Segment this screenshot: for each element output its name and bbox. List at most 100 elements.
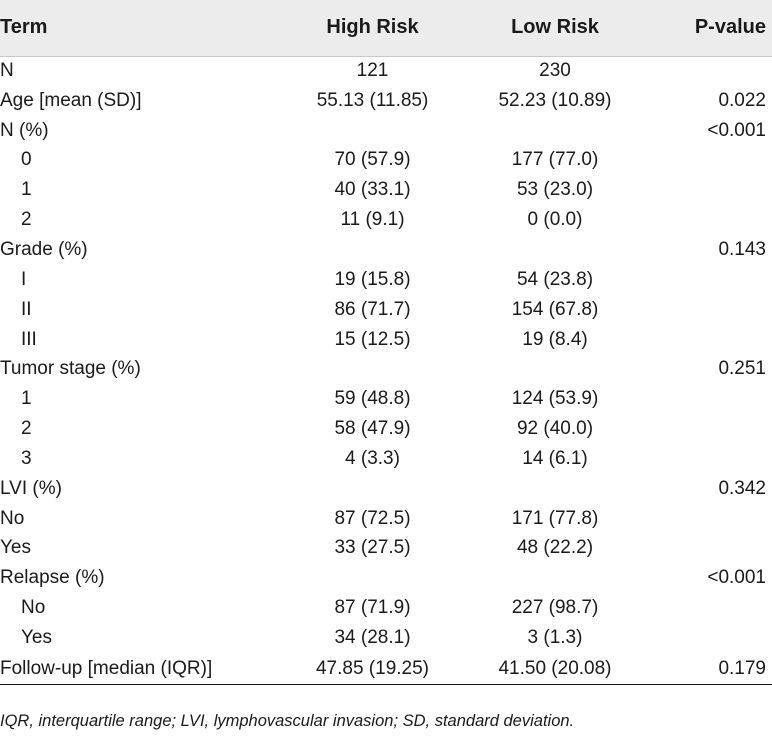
header-p-value: P-value (655, 0, 772, 57)
table-row: LVI (%) 0.342 (0, 474, 772, 504)
row-p-value (655, 56, 772, 86)
row-term: I (21, 268, 27, 290)
row-term: 2 (21, 209, 32, 231)
row-p-value: <0.001 (707, 567, 766, 589)
row-high-risk: 87 (72.5) (334, 507, 411, 529)
row-low-risk: 48 (22.2) (516, 537, 594, 559)
row-p-value: 0.342 (718, 477, 766, 499)
row-low-risk: 19 (8.4) (522, 328, 588, 350)
table-row: No 87 (71.9) 227 (98.7) (0, 593, 772, 623)
header-row: Term High Risk Low Risk P-value (0, 0, 772, 57)
row-low-risk: 53 (23.0) (516, 179, 594, 201)
row-term: Tumor stage (%) (0, 358, 141, 380)
row-low-risk: 124 (53.9) (511, 388, 599, 410)
row-high-risk: 15 (12.5) (334, 328, 411, 350)
row-p-value (655, 504, 772, 534)
row-high-risk: 86 (71.7) (334, 298, 411, 320)
row-p-value (655, 265, 772, 295)
table-row: Relapse (%) <0.001 (0, 563, 772, 593)
row-high-risk: 11 (9.1) (340, 209, 405, 231)
row-p-value (655, 444, 772, 474)
row-low-risk: 171 (77.8) (511, 507, 599, 529)
row-low-risk (455, 235, 655, 265)
row-term: Yes (21, 626, 52, 648)
row-low-risk: 52.23 (10.89) (498, 89, 612, 111)
table-row: I 19 (15.8) 54 (23.8) (0, 265, 772, 295)
table-row: Yes 34 (28.1) 3 (1.3) (0, 623, 772, 653)
row-term: Age [mean (SD)] (0, 89, 142, 111)
table-row: 2 11 (9.1) 0 (0.0) (0, 205, 772, 235)
row-term: III (21, 328, 37, 350)
row-high-risk: 59 (48.8) (334, 388, 411, 410)
table-row: 2 58 (47.9) 92 (40.0) (0, 414, 772, 444)
row-low-risk: 14 (6.1) (522, 447, 588, 469)
table-row: Grade (%) 0.143 (0, 235, 772, 265)
table-row: N 121 230 (0, 56, 772, 86)
table-footnote: IQR, interquartile range; LVI, lymphovas… (0, 712, 575, 730)
row-high-risk (290, 235, 455, 265)
row-term: 1 (21, 179, 32, 201)
row-high-risk: 55.13 (11.85) (316, 89, 429, 111)
row-high-risk: 19 (15.8) (334, 268, 411, 290)
row-low-risk: 230 (539, 60, 571, 82)
table-header: Term High Risk Low Risk P-value (0, 0, 772, 57)
row-term: 2 (21, 418, 32, 440)
row-low-risk (455, 116, 655, 146)
row-p-value: 0.143 (718, 238, 766, 260)
table-row: No 87 (72.5) 171 (77.8) (0, 504, 772, 534)
table-row: II 86 (71.7) 154 (67.8) (0, 295, 772, 325)
row-p-value (655, 623, 772, 653)
row-high-risk: 40 (33.1) (334, 179, 411, 201)
row-p-value (655, 295, 772, 325)
row-high-risk: 4 (3.3) (345, 447, 400, 469)
row-term: II (21, 298, 32, 320)
row-term: No (0, 507, 25, 529)
header-high-risk: High Risk (290, 0, 455, 57)
row-p-value (655, 325, 772, 355)
row-term: 1 (21, 388, 32, 410)
row-low-risk (455, 563, 655, 593)
table-row: 1 40 (33.1) 53 (23.0) (0, 175, 772, 205)
table-row: III 15 (12.5) 19 (8.4) (0, 325, 772, 355)
row-p-value: 0.179 (655, 652, 772, 686)
table-row: Follow-up [median (IQR)] 47.85 (19.25) 41.… (0, 652, 772, 686)
row-high-risk: 87 (71.9) (334, 597, 411, 619)
row-low-risk: 154 (67.8) (511, 298, 599, 320)
row-high-risk: 70 (57.9) (334, 149, 411, 171)
header-low-risk: Low Risk (455, 0, 655, 57)
row-term: N (0, 60, 14, 82)
row-low-risk: 92 (40.0) (516, 418, 594, 440)
row-low-risk: 177 (77.0) (511, 149, 599, 171)
row-low-risk (455, 474, 655, 504)
table-row: Yes 33 (27.5) 48 (22.2) (0, 534, 772, 564)
row-p-value (655, 205, 772, 235)
row-term: 3 (21, 447, 32, 469)
row-low-risk (455, 354, 655, 384)
row-low-risk: 227 (98.7) (511, 597, 599, 619)
row-p-value: <0.001 (707, 119, 766, 141)
row-p-value (655, 593, 772, 623)
table-row: 3 4 (3.3) 14 (6.1) (0, 444, 772, 474)
table-row: Age [mean (SD)] 55.13 (11.85) 52.23 (10.89… (0, 86, 772, 116)
row-term: Grade (%) (0, 238, 88, 260)
risk-comparison-table: Term High Risk Low Risk P-value N 121 230 A… (0, 0, 772, 686)
table-body: N 121 230 Age [mean (SD)] 55.13 (11.85) 52.23… (0, 56, 772, 686)
row-high-risk: 33 (27.5) (334, 537, 411, 559)
row-high-risk (290, 563, 455, 593)
row-term: LVI (%) (0, 477, 62, 499)
row-term: Yes (0, 537, 31, 559)
table-row: Tumor stage (%) 0.251 (0, 354, 772, 384)
row-p-value (655, 175, 772, 205)
row-term: Relapse (%) (0, 567, 105, 589)
row-high-risk (290, 354, 455, 384)
table-row: N (%) <0.001 (0, 116, 772, 146)
table-row: 1 59 (48.8) 124 (53.9) (0, 384, 772, 414)
row-high-risk: 34 (28.1) (334, 626, 411, 648)
row-high-risk: 121 (356, 60, 389, 82)
header-term: Term (0, 0, 290, 57)
row-low-risk: 54 (23.8) (516, 268, 594, 290)
table-row: 0 70 (57.9) 177 (77.0) (0, 146, 772, 176)
row-p-value (655, 146, 772, 176)
row-high-risk: 47.85 (19.25) (290, 652, 455, 686)
